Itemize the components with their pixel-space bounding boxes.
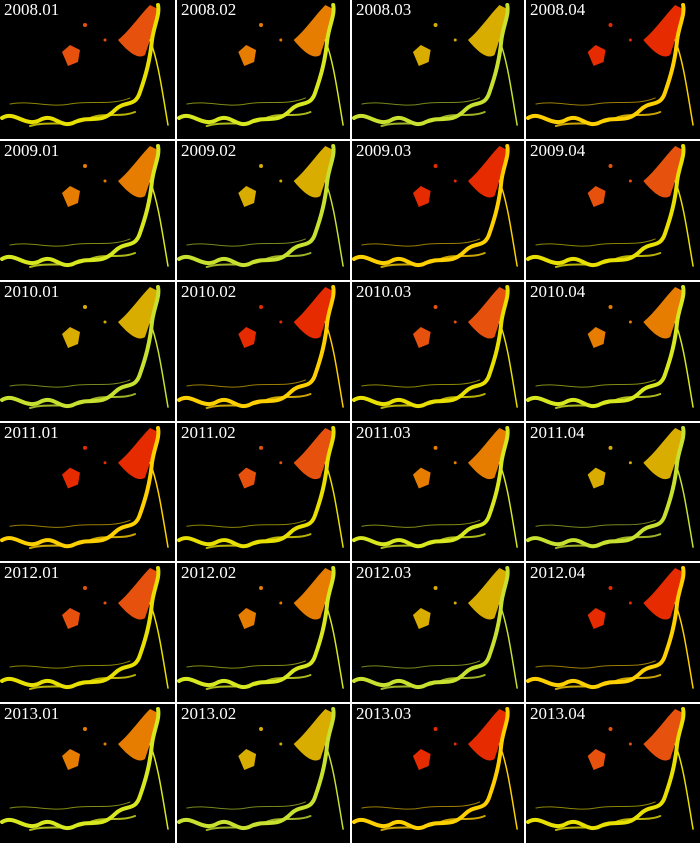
panel-label: 2012.03	[356, 563, 411, 582]
panel-label: 2012.02	[181, 563, 236, 582]
image-panel: 2012.03	[351, 563, 524, 702]
panel-label: 2011.03	[356, 423, 411, 442]
image-panel: 2011.01	[0, 423, 175, 561]
panel-label: 2010.01	[4, 282, 59, 301]
image-panel: 2012.02	[176, 563, 350, 702]
image-panel: 2008.02	[176, 0, 350, 139]
image-panel: 2012.01	[0, 563, 175, 702]
panel-label: 2010.03	[356, 282, 411, 301]
image-panel: 2009.01	[0, 141, 175, 280]
panel-label: 2008.03	[356, 0, 411, 19]
panel-label: 2013.01	[4, 704, 59, 723]
image-panel: 2011.04	[526, 423, 700, 561]
panel-label: 2013.02	[181, 704, 236, 723]
image-panel: 2010.01	[0, 282, 175, 421]
image-panel: 2011.03	[351, 423, 524, 561]
panel-label: 2011.04	[530, 423, 585, 442]
image-panel: 2013.02	[176, 704, 350, 843]
panel-label: 2010.04	[530, 282, 586, 301]
panel-label: 2010.02	[181, 282, 236, 301]
panel-label: 2011.01	[4, 423, 59, 442]
image-panel: 2009.03	[351, 141, 524, 280]
panel-label: 2008.02	[181, 0, 236, 19]
image-panel: 2009.04	[525, 141, 700, 280]
panel-label: 2009.01	[4, 141, 59, 160]
image-panel: 2008.03	[351, 0, 524, 139]
panel-label: 2008.01	[4, 0, 59, 19]
image-panel: 2013.01	[0, 704, 175, 843]
panel-label: 2012.01	[4, 563, 59, 582]
image-panel: 2011.02	[176, 423, 350, 561]
image-panel: 2010.02	[176, 282, 350, 421]
image-panel: 2012.04	[525, 563, 700, 702]
panel-label: 2012.04	[530, 563, 586, 582]
panel-label: 2009.02	[181, 141, 236, 160]
panel-label: 2013.03	[356, 704, 411, 723]
image-panel: 2008.01	[0, 0, 175, 139]
panel-label: 2009.04	[530, 141, 586, 160]
panel-label: 2009.03	[356, 141, 411, 160]
image-panel: 2013.04	[525, 704, 700, 843]
panel-label: 2008.04	[530, 0, 586, 19]
image-panel: 2013.03	[351, 704, 524, 843]
image-panel: 2010.04	[525, 282, 700, 421]
image-panel: 2008.04	[525, 0, 700, 139]
panel-label: 2013.04	[530, 704, 586, 723]
panel-label: 2011.02	[181, 423, 236, 442]
image-panel: 2010.03	[351, 282, 524, 421]
image-panel: 2009.02	[176, 141, 350, 280]
